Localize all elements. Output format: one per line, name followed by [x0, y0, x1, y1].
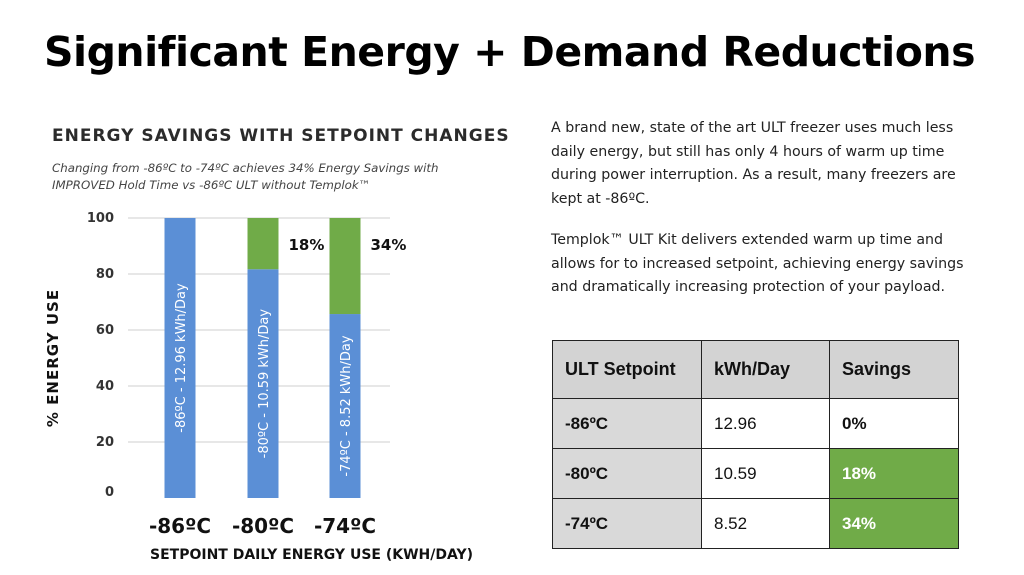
- cell-setpoint: -74ºC: [552, 498, 702, 549]
- y-tick-label: 40: [96, 379, 114, 394]
- bar-energy-savings: [247, 218, 279, 270]
- cell-savings: 0%: [829, 398, 959, 449]
- table-row: -80ºC 10.59 18%: [552, 448, 959, 499]
- bar-energy-use: [329, 314, 361, 498]
- cell-savings: 18%: [829, 448, 959, 499]
- x-axis-title: SETPOINT DAILY ENERGY USE (KWH/DAY): [150, 547, 473, 563]
- page-title: Significant Energy + Demand Reductions: [44, 28, 975, 76]
- cell-setpoint: -80ºC: [552, 448, 702, 499]
- chart-subtitle: Changing from -86ºC to -74ºC achieves 34…: [52, 161, 439, 192]
- y-tick-label: 20: [96, 435, 114, 450]
- header-kwh: kWh/Day: [701, 340, 830, 399]
- cell-kwh: 10.59: [701, 448, 830, 499]
- header-setpoint: ULT Setpoint: [552, 340, 702, 399]
- bar-energy-use: [247, 269, 279, 498]
- chart-labels: 0 20 40 60 80 100 % ENERGY USE -86ºC - 12.96 kW…: [44, 211, 473, 563]
- y-tick-label: 60: [96, 323, 114, 338]
- header-savings: Savings: [829, 340, 959, 399]
- savings-label: 18%: [289, 236, 325, 254]
- bar-value-label: -74ºC - 8.52 kWh/Day: [339, 335, 354, 476]
- description: A brand new, state of the art ULT freeze…: [551, 117, 971, 318]
- y-tick-label: 100: [87, 211, 114, 226]
- table-row: -74ºC 8.52 34%: [552, 498, 959, 549]
- cell-kwh: 8.52: [701, 498, 830, 549]
- description-paragraph-2: Templok™ ULT Kit delivers extended warm …: [551, 232, 964, 295]
- table-header-row: ULT Setpoint kWh/Day Savings: [552, 340, 959, 399]
- y-tick-label: 80: [96, 267, 114, 282]
- bar-energy-use: [164, 218, 196, 498]
- bar-value-label: -86ºC - 12.96 kWh/Day: [174, 283, 189, 433]
- savings-table: ULT Setpoint kWh/Day Savings -86ºC 12.96…: [552, 340, 959, 549]
- cell-kwh: 12.96: [701, 398, 830, 449]
- bar-energy-savings: [329, 218, 361, 315]
- y-tick-label: 0: [105, 485, 114, 500]
- bar-value-label: -80ºC - 10.59 kWh/Day: [257, 309, 272, 459]
- chart-title: ENERGY SAVINGS WITH SETPOINT CHANGES: [52, 126, 510, 146]
- x-tick-label: -80ºC: [232, 514, 294, 538]
- x-tick-label: -74ºC: [314, 514, 376, 538]
- cell-savings: 34%: [829, 498, 959, 549]
- savings-label: 34%: [371, 236, 407, 254]
- cell-setpoint: -86ºC: [552, 398, 702, 449]
- table-row: -86ºC 12.96 0%: [552, 398, 959, 449]
- y-axis-title: % ENERGY USE: [44, 289, 62, 427]
- description-paragraph-1: A brand new, state of the art ULT freeze…: [551, 120, 956, 207]
- x-tick-label: -86ºC: [149, 514, 211, 538]
- energy-chart: 0 20 40 60 80 100 % ENERGY USE -86ºC - 12.96 kW…: [44, 211, 473, 563]
- chart-bars: [164, 218, 361, 498]
